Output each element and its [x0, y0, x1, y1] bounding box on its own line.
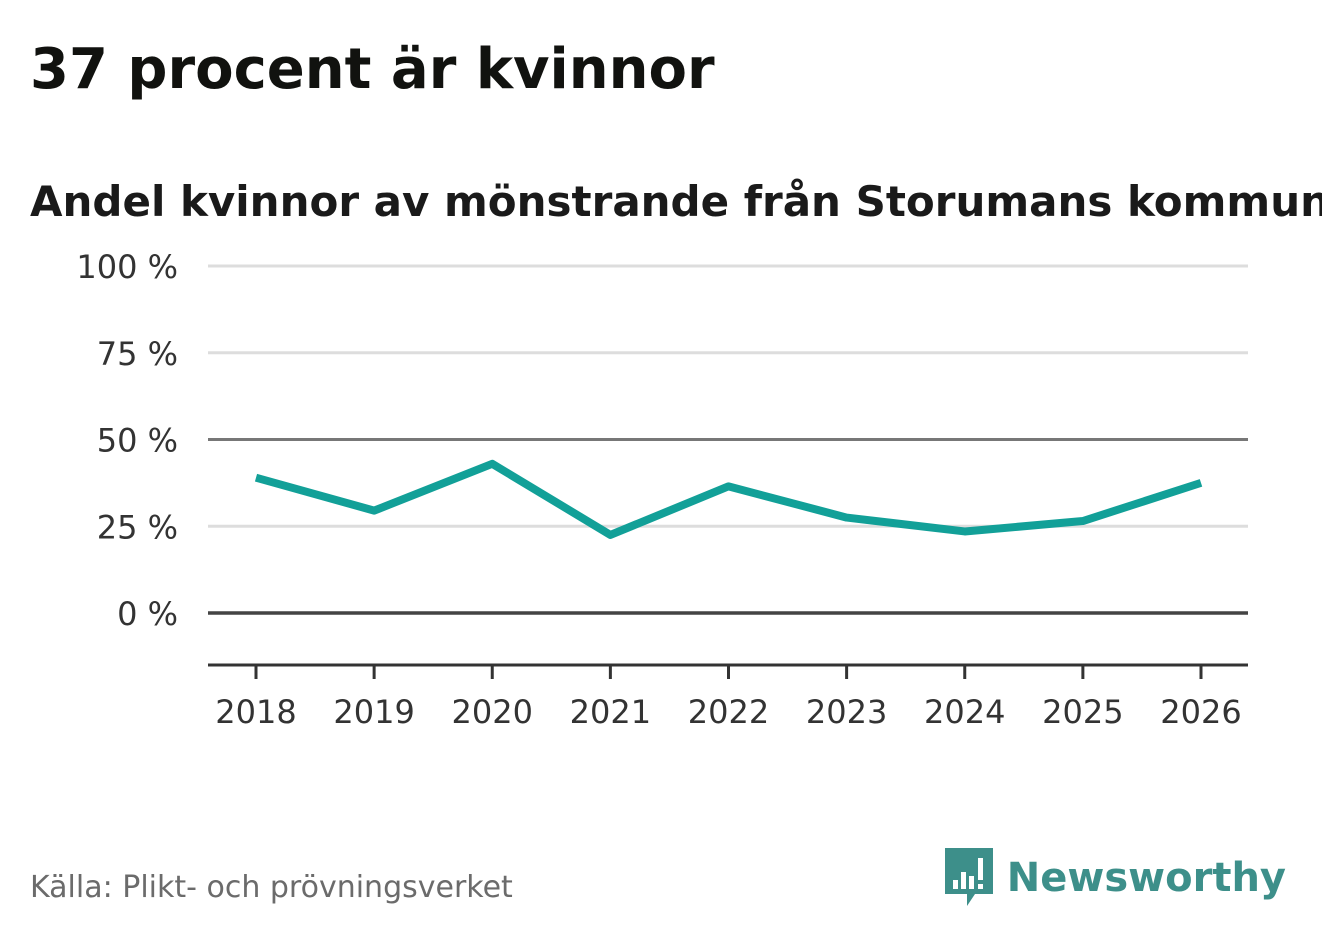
- data-point: [1079, 517, 1087, 525]
- y-tick-label: 25 %: [97, 508, 178, 546]
- x-tick-label: 2023: [806, 693, 887, 731]
- x-tick-label: 2021: [570, 693, 651, 731]
- data-point: [606, 531, 614, 539]
- data-point: [843, 514, 851, 522]
- y-tick-label: 0 %: [117, 595, 178, 633]
- x-tick-label: 2026: [1160, 693, 1241, 731]
- x-tick-label: 2018: [215, 693, 296, 731]
- chart-title: 37 procent är kvinnor: [30, 37, 715, 102]
- x-tick-label: 2020: [452, 693, 533, 731]
- newsworthy-logo-icon: [944, 848, 993, 906]
- chart-subtitle: Andel kvinnor av mönstrande från Storuma…: [30, 177, 1322, 226]
- x-tick-label: 2024: [924, 693, 1005, 731]
- data-point: [488, 460, 496, 468]
- y-tick-label: 100 %: [76, 248, 178, 286]
- data-point: [370, 507, 378, 515]
- series-line: [254, 459, 1203, 539]
- source-note: Källa: Plikt- och prövningsverket: [30, 870, 513, 905]
- x-tick-label: 2025: [1042, 693, 1123, 731]
- x-tick-label: 2022: [688, 693, 769, 731]
- brand-name: Newsworthy: [1006, 855, 1286, 901]
- x-tick-label: 2019: [333, 693, 414, 731]
- data-point: [961, 527, 969, 535]
- brand: Newsworthy: [944, 848, 1286, 908]
- data-point: [725, 482, 733, 490]
- y-tick-label: 75 %: [97, 335, 178, 373]
- data-point: [252, 474, 260, 482]
- data-point: [1197, 479, 1205, 487]
- y-tick-label: 50 %: [97, 422, 178, 460]
